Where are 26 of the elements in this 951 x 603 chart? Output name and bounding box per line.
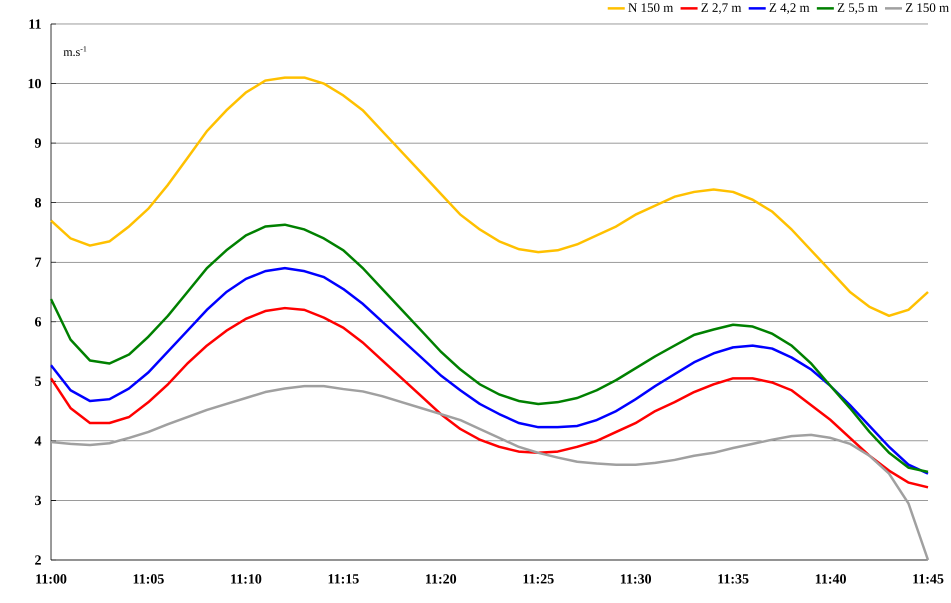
legend-label: N 150 m [628,3,674,12]
y-tick-label: 9 [34,138,41,148]
y-tick-label: 4 [34,436,42,446]
legend-label: Z 4,2 m [770,3,810,14]
y-tick-label: 11 [29,19,41,29]
x-tick-label: 11:25 [524,574,554,584]
x-tick-label: 11:45 [913,574,944,584]
x-tick-label: 11:05 [134,574,164,584]
y-tick-label: 6 [35,317,42,326]
x-tick-label: 11:30 [620,574,652,584]
x-tick-label: 11:40 [816,574,846,584]
legend-label: Z 2,7 m [701,3,742,14]
x-tick-label: 11:10 [231,574,262,584]
x-tick-label: 11:15 [328,574,359,584]
y-tick-label: 5 [35,376,41,386]
y-axis-title: m.s$^{-1}$ [64,46,86,56]
x-tick-label: 11:20 [426,574,456,584]
legend-label: Z 150 m [906,3,949,12]
x-tick-label: 11:35 [718,574,748,584]
y-tick-label: 8 [34,198,42,208]
legend-label: Z 5,5 m [838,3,878,14]
y-tick-label: 2 [35,555,41,565]
x-tick-label: 11:00 [36,574,66,584]
y-tick-label: 3 [35,496,42,506]
y-tick-label: 10 [28,78,41,88]
y-tick-label: 7 [35,258,42,267]
